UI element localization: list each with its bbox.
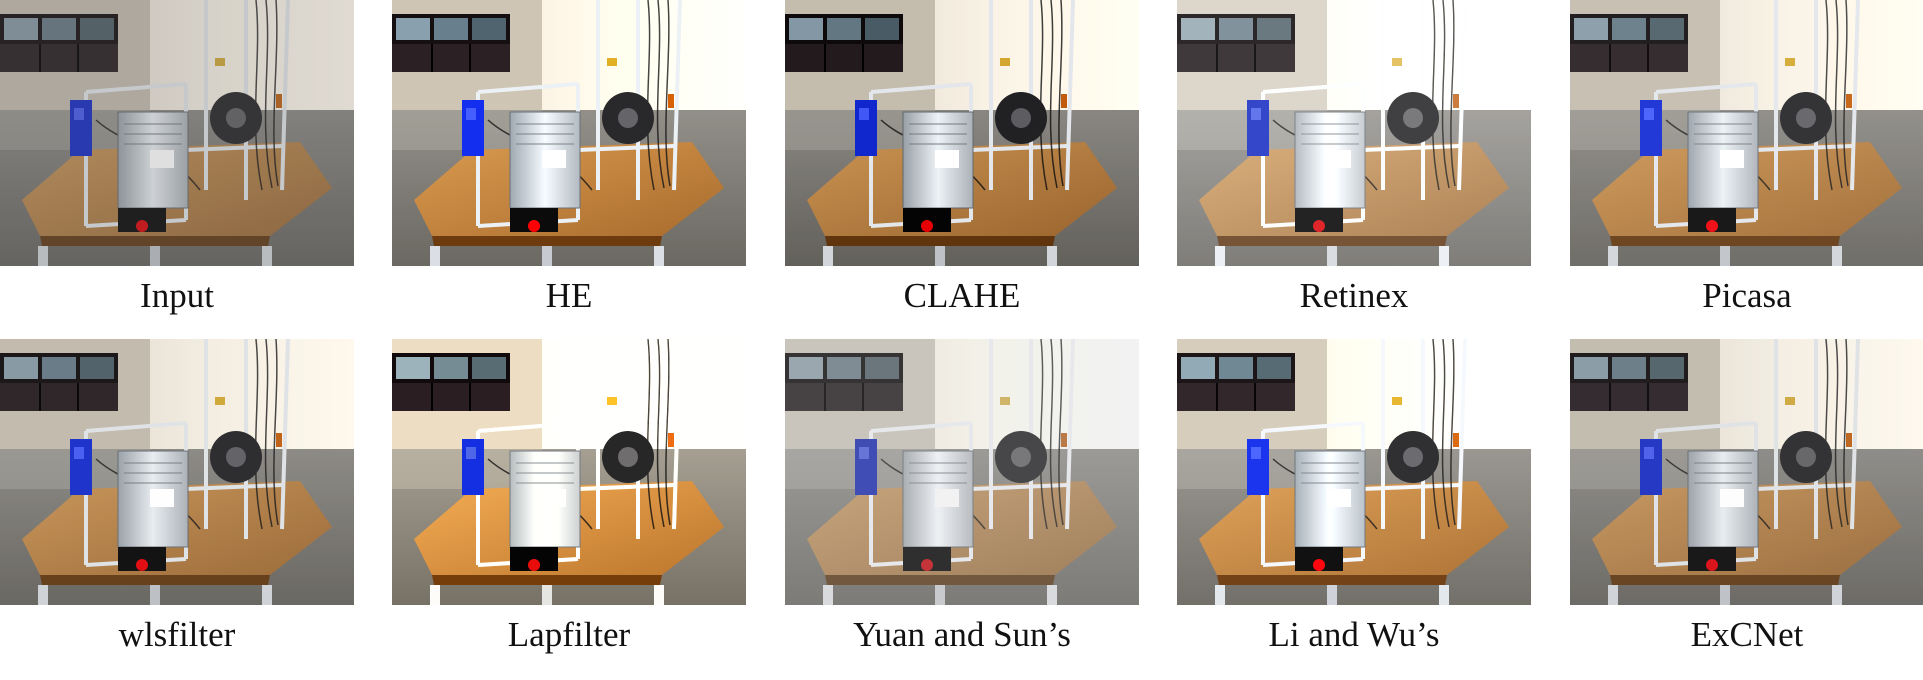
result-panel-input: Input	[0, 0, 354, 330]
method-label: Li and Wu’s	[1268, 615, 1440, 654]
enhanced-photo-clahe	[785, 0, 1139, 266]
enhanced-photo-yuan	[785, 339, 1139, 605]
method-label: Yuan and Sun’s	[853, 615, 1071, 654]
result-panel-picasa: Picasa	[1570, 0, 1923, 330]
enhanced-photo-he	[392, 0, 746, 266]
result-panel-li: Li and Wu’s	[1177, 339, 1531, 669]
enhanced-photo-lap	[392, 339, 746, 605]
result-panel-clahe: CLAHE	[785, 0, 1139, 330]
method-label: Lapfilter	[507, 615, 631, 654]
method-label: Picasa	[1702, 276, 1792, 315]
method-label: wlsfilter	[118, 615, 236, 654]
enhanced-photo-wls	[0, 339, 354, 605]
method-label: ExCNet	[1690, 615, 1804, 654]
method-label: Input	[140, 276, 214, 315]
result-panel-he: HE	[392, 0, 746, 330]
enhanced-photo-input	[0, 0, 354, 266]
method-label: CLAHE	[903, 276, 1021, 315]
enhanced-photo-picasa	[1570, 0, 1923, 266]
result-panel-retinex: Retinex	[1177, 0, 1531, 330]
method-label: HE	[545, 276, 593, 315]
enhanced-photo-li	[1177, 339, 1531, 605]
result-panel-excnet: ExCNet	[1570, 339, 1923, 669]
enhanced-photo-retinex	[1177, 0, 1531, 266]
result-panel-yuan: Yuan and Sun’s	[785, 339, 1139, 669]
result-panel-wls: wlsfilter	[0, 339, 354, 669]
enhanced-photo-excnet	[1570, 339, 1923, 605]
method-label: Retinex	[1299, 276, 1409, 315]
result-panel-lap: Lapfilter	[392, 339, 746, 669]
